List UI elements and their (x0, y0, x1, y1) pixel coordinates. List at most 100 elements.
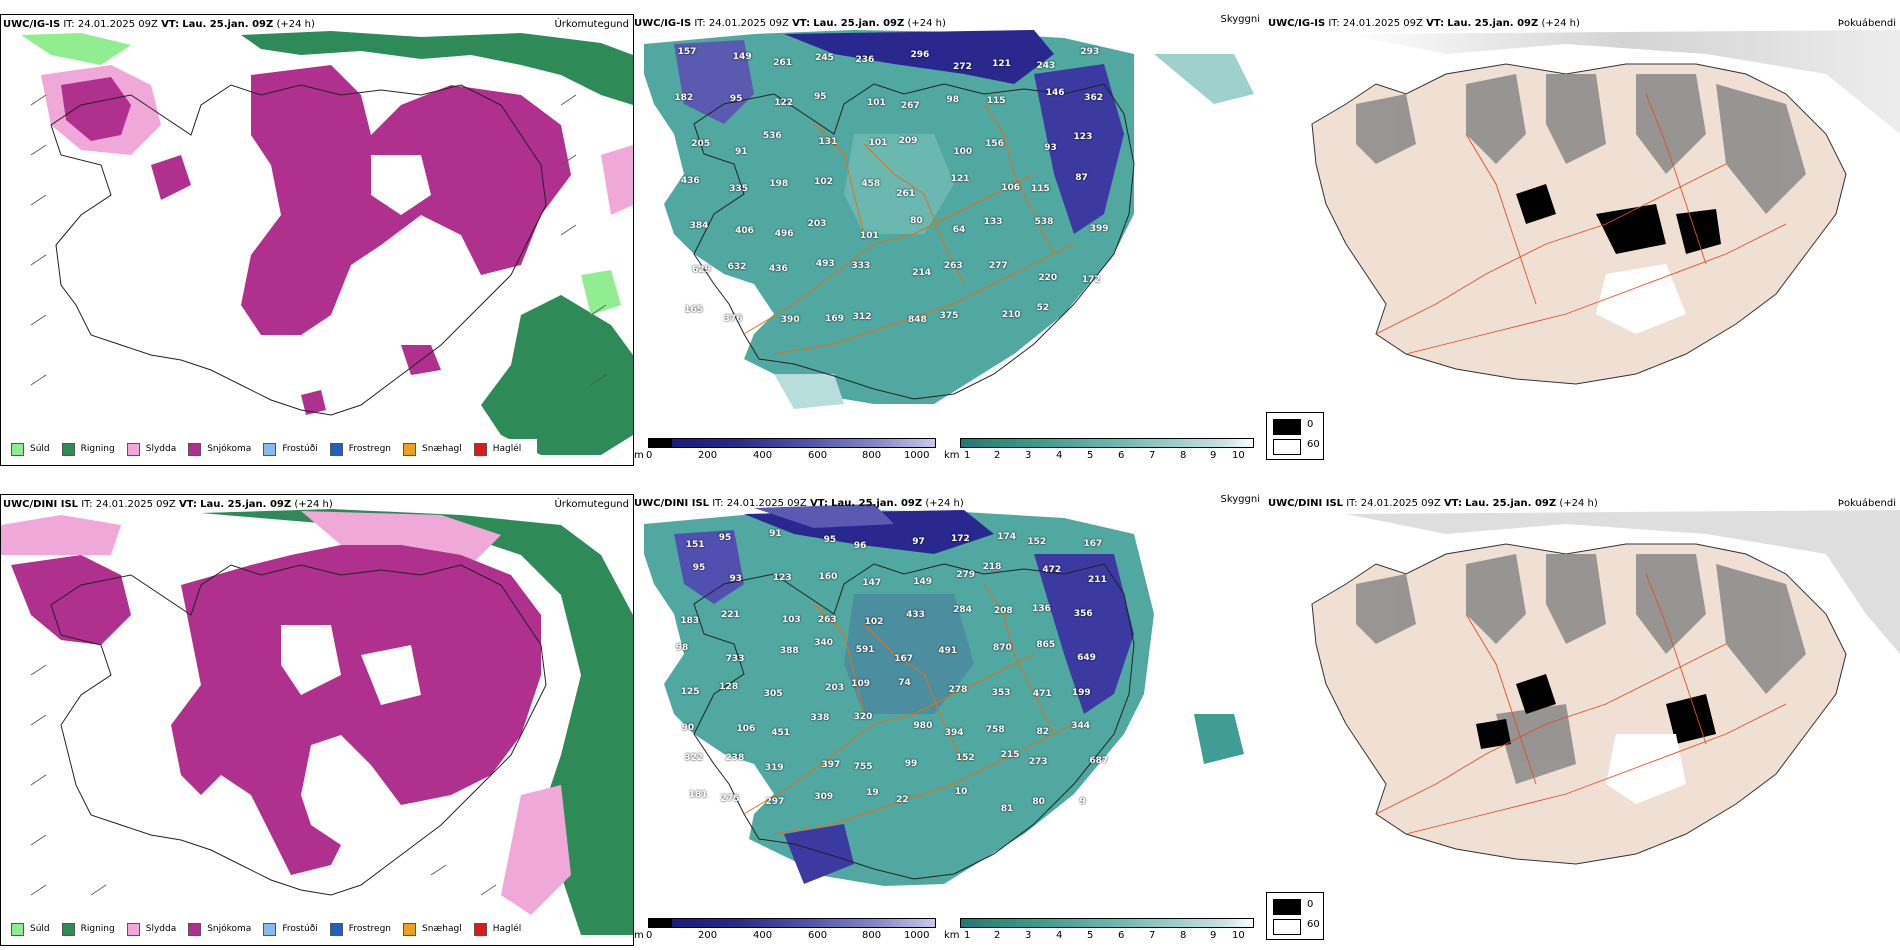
model-name: UWC/IG-IS (1268, 18, 1326, 29)
legend-item: Frostúði (263, 922, 318, 936)
ceiling-value-label: 149 (732, 52, 752, 63)
ceiling-value-label: 160 (818, 571, 838, 582)
legend-item: Frostúði (263, 442, 318, 456)
precip-panel-row1: UWC/IG-IS IT: 24.01.2025 09Z VT: Lau. 25… (0, 14, 634, 466)
legend-swatch (126, 922, 140, 936)
visibility-tick: 2 (994, 930, 1001, 941)
ceiling-value-label: 758 (985, 725, 1005, 736)
init-time: IT: 24.01.2025 09Z (712, 498, 807, 509)
ceiling-value-label: 103 (781, 615, 801, 626)
ceiling-gradient (648, 438, 936, 448)
ceiling-value-label: 102 (814, 177, 833, 188)
ceiling-value-label: 629 (692, 265, 711, 276)
ceiling-value-label: 131 (818, 136, 838, 147)
valid-time-label: VT: (809, 498, 828, 509)
lead-time: (+24 h) (1559, 498, 1598, 509)
precip-legend-row1: Súld Rigning Slydda Snjókoma Frostúði Fr… (7, 439, 538, 459)
legend-item: Snjókoma (188, 442, 251, 456)
ceiling-value-label: 312 (852, 312, 872, 323)
legend-swatch (329, 442, 343, 456)
valid-time: Lau. 25.jan. 09Z (200, 499, 292, 510)
ceiling-colorbar-row2: m 0 200 400 600 800 1000 (634, 918, 936, 944)
lead-time: (+24 h) (925, 498, 964, 509)
legend-item: Haglél (473, 442, 521, 456)
lead-time: (+24 h) (294, 499, 333, 510)
fog-indicator-label: Þokuábendi (1837, 18, 1896, 29)
legend-label: Snjókoma (207, 924, 252, 934)
ceiling-value-label: 238 (725, 752, 745, 763)
ceiling-value-label: 376 (723, 314, 743, 325)
visibility-label: Skyggni (1220, 494, 1260, 505)
ceiling-value-label: 296 (910, 50, 930, 61)
legend-item: Frostregn (329, 922, 391, 936)
ceiling-value-label: 203 (807, 218, 827, 229)
visibility-tick: 1 (964, 450, 971, 461)
ceiling-value-label: 733 (725, 653, 745, 664)
ceiling-value-label: 95 (823, 534, 837, 545)
legend-label: Frostregn (348, 444, 392, 454)
ceiling-value-label: 491 (938, 645, 958, 656)
ceiling-value-label: 275 (720, 793, 740, 804)
legend-item: Snæhagl (403, 922, 462, 936)
ceiling-colorbar-row1: m 0 200 400 600 800 1000 (634, 438, 936, 464)
ceiling-tick: 0 (646, 930, 653, 941)
ceiling-value-label: 338 (810, 712, 830, 723)
valid-time-label: VT: (1443, 498, 1462, 509)
ceiling-value-label: 375 (939, 311, 959, 322)
ceiling-value-label: 123 (1073, 132, 1093, 143)
ceiling-value-label: 278 (948, 685, 968, 696)
ceiling-value-label: 203 (825, 682, 844, 693)
ceiling-value-label: 182 (674, 93, 694, 104)
fog-header-row1: UWC/IG-IS IT: 24.01.2025 09Z VT: Lau. 25… (1268, 18, 1580, 30)
visibility-gradient (960, 918, 1254, 928)
ceiling-value-label: 81 (1000, 804, 1014, 815)
legend-item: Slydda (126, 922, 176, 936)
ceiling-tick: 600 (808, 450, 828, 461)
ceiling-value-label: 82 (1036, 726, 1049, 737)
visibility-tick: 5 (1087, 930, 1094, 941)
fog-legend-row2: 0 60 (1266, 892, 1324, 940)
valid-time-label: VT: (792, 18, 811, 29)
ceiling-value-label: 263 (943, 260, 963, 271)
ceiling-value-label: 115 (1030, 183, 1050, 194)
ceiling-value-label: 152 (1027, 537, 1047, 548)
ceiling-value-label: 64 (952, 224, 966, 235)
legend-swatch (329, 922, 343, 936)
precip-type-label: Úrkomutegund (554, 499, 629, 510)
legend-item: Rigning (61, 922, 115, 936)
fog-dark-swatch (1273, 899, 1301, 915)
ceiling-value-label: 19 (866, 787, 879, 798)
legend-swatch (263, 442, 277, 456)
legend-item: Frostregn (329, 442, 392, 456)
fog-dark-swatch (1273, 419, 1301, 435)
ceiling-value-label: 472 (1042, 564, 1062, 575)
ceiling-value-label: 493 (815, 259, 835, 270)
ceiling-value-label: 263 (817, 615, 837, 626)
visibility-label: Skyggni (1220, 14, 1260, 25)
valid-time-label: VT: (1426, 18, 1445, 29)
legend-item: Slydda (126, 442, 176, 456)
ceiling-value-label: 169 (825, 314, 844, 325)
precip-legend-row2: Súld Rigning Slydda Snjókoma Frostúði Fr… (7, 919, 538, 939)
valid-time: Lau. 25.jan. 09Z (831, 498, 923, 509)
ceiling-value-label: 136 (1032, 604, 1051, 615)
ceiling-value-label: 172 (1081, 275, 1101, 286)
visibility-unit: km (944, 450, 960, 461)
ceiling-value-label: 390 (780, 315, 800, 326)
ceiling-value-label: 433 (906, 609, 925, 620)
ceiling-value-label: 279 (956, 569, 976, 580)
fog-light-swatch (1273, 919, 1301, 935)
ceiling-value-label: 305 (763, 689, 783, 700)
ceiling-value-label: 183 (680, 615, 700, 626)
precip-header-row1: UWC/IG-IS IT: 24.01.2025 09Z VT: Lau. 25… (3, 19, 315, 31)
ceiling-value-label: 980 (913, 721, 933, 732)
visibility-tick: 3 (1025, 930, 1032, 941)
ceiling-value-label: 133 (983, 216, 1003, 227)
ceiling-value-label: 284 (953, 604, 972, 615)
ceiling-value-label: 218 (982, 562, 1002, 573)
ceiling-value-label: 458 (861, 178, 881, 189)
fog-map-row2 (1311, 510, 1900, 865)
ceiling-value-label: 394 (944, 728, 964, 739)
ceiling-value-label: 333 (851, 260, 871, 271)
ceiling-value-label: 149 (913, 576, 933, 587)
